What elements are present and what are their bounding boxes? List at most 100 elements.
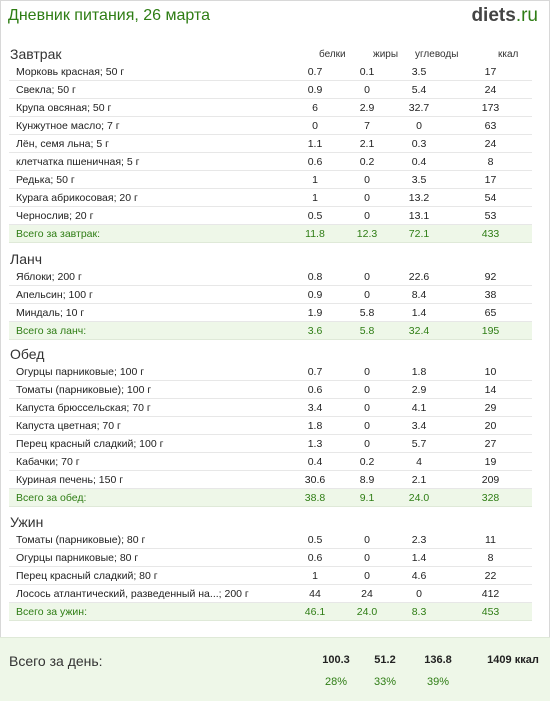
protein-value: 30.6 (285, 470, 345, 489)
kcal-value: 92 (449, 268, 532, 286)
kcal-value: 328 (449, 488, 532, 507)
food-row[interactable]: Апельсин; 100 г 0.9 0 8.4 38 (9, 285, 532, 304)
food-name: Редька; 50 г (9, 170, 285, 189)
protein-value: 1 (285, 566, 345, 585)
carbs-value: 13.2 (389, 188, 449, 207)
food-name: Чернослив; 20 г (9, 206, 285, 225)
kcal-value: 209 (449, 470, 532, 489)
food-row[interactable]: Свекла; 50 г 0.9 0 5.4 24 (9, 80, 532, 99)
food-row[interactable]: Огурцы парниковые; 80 г 0.6 0 1.4 8 (9, 548, 532, 567)
day-total-protein: 100.3 (322, 654, 350, 666)
carbs-value: 5.4 (389, 80, 449, 99)
food-row[interactable]: Кабачки; 70 г 0.4 0.2 4 19 (9, 452, 532, 471)
fat-value: 0.2 (345, 452, 389, 471)
food-name: Томаты (парниковые); 80 г (9, 531, 285, 549)
protein-value: 0.7 (285, 63, 345, 81)
kcal-value: 173 (449, 98, 532, 117)
food-name: Капуста брюссельская; 70 г (9, 398, 285, 417)
food-name: Капуста цветная; 70 г (9, 416, 285, 435)
food-row[interactable]: Огурцы парниковые; 100 г 0.7 0 1.8 10 (9, 363, 532, 381)
fat-value: 0 (345, 285, 389, 304)
logo-tld: .ru (515, 5, 538, 26)
food-row[interactable]: Редька; 50 г 1 0 3.5 17 (9, 170, 532, 189)
page-title: Дневник питания, 26 марта (8, 7, 210, 24)
meal-total-row: Всего за ужин: 46.1 24.0 8.3 453 (9, 602, 532, 621)
protein-value: 0.6 (285, 152, 345, 171)
site-logo[interactable]: diets.ru (471, 5, 538, 27)
food-row[interactable]: Лён, семя льна; 5 г 1.1 2.1 0.3 24 (9, 134, 532, 153)
column-header-fat: жиры (373, 49, 399, 60)
carbs-value: 1.4 (389, 548, 449, 567)
food-name: Лён, семя льна; 5 г (9, 134, 285, 153)
protein-value: 0 (285, 116, 345, 135)
food-name: Куриная печень; 150 г (9, 470, 285, 489)
food-row[interactable]: Куриная печень; 150 г 30.6 8.9 2.1 209 (9, 470, 532, 489)
meal-total-label: Всего за ланч: (9, 321, 285, 340)
protein-value: 38.8 (285, 488, 345, 507)
food-row[interactable]: Чернослив; 20 г 0.5 0 13.1 53 (9, 206, 532, 225)
column-header-kcal: ккал (498, 49, 519, 60)
food-row[interactable]: Лосось атлантический, разведенный на...;… (9, 584, 532, 603)
kcal-value: 19 (449, 452, 532, 471)
fat-value: 2.9 (345, 98, 389, 117)
meal-total-label: Всего за завтрак: (9, 224, 285, 243)
carbs-value: 3.5 (389, 63, 449, 81)
header: Дневник питания, 26 марта diets.ru (0, 0, 550, 34)
protein-value: 6 (285, 98, 345, 117)
food-name: Лосось атлантический, разведенный на...;… (9, 584, 285, 603)
fat-value: 8.9 (345, 470, 389, 489)
protein-value: 0.6 (285, 548, 345, 567)
fat-value: 0.2 (345, 152, 389, 171)
food-row[interactable]: Томаты (парниковые); 80 г 0.5 0 2.3 11 (9, 531, 532, 549)
carbs-value: 22.6 (389, 268, 449, 286)
food-row[interactable]: Морковь красная; 50 г 0.7 0.1 3.5 17 (9, 63, 532, 81)
kcal-value: 14 (449, 380, 532, 399)
food-row[interactable]: Перец красный сладкий; 100 г 1.3 0 5.7 27 (9, 434, 532, 453)
food-name: Миндаль; 10 г (9, 303, 285, 322)
food-row[interactable]: Крупа овсяная; 50 г 6 2.9 32.7 173 (9, 98, 532, 117)
food-row[interactable]: Миндаль; 10 г 1.9 5.8 1.4 65 (9, 303, 532, 322)
carbs-value: 0 (389, 116, 449, 135)
food-row[interactable]: Курага абрикосовая; 20 г 1 0 13.2 54 (9, 188, 532, 207)
kcal-value: 8 (449, 152, 532, 171)
meal-total-label: Всего за обед: (9, 488, 285, 507)
food-name: Морковь красная; 50 г (9, 63, 285, 81)
fat-value: 0 (345, 531, 389, 549)
kcal-value: 63 (449, 116, 532, 135)
fat-value: 2.1 (345, 134, 389, 153)
carbs-value: 24.0 (389, 488, 449, 507)
meal-title: Завтрак (10, 46, 62, 62)
meal-total-row: Всего за завтрак: 11.8 12.3 72.1 433 (9, 224, 532, 243)
food-row[interactable]: Кунжутное масло; 7 г 0 7 0 63 (9, 116, 532, 135)
protein-value: 1.3 (285, 434, 345, 453)
protein-value: 3.6 (285, 321, 345, 340)
carbs-value: 3.4 (389, 416, 449, 435)
protein-value: 1 (285, 170, 345, 189)
column-header-carbs: углеводы (415, 49, 459, 60)
protein-value: 0.9 (285, 285, 345, 304)
food-name: Перец красный сладкий; 80 г (9, 566, 285, 585)
food-row[interactable]: Яблоки; 200 г 0.8 0 22.6 92 (9, 268, 532, 286)
carbs-value: 3.5 (389, 170, 449, 189)
kcal-value: 20 (449, 416, 532, 435)
food-row[interactable]: Капуста цветная; 70 г 1.8 0 3.4 20 (9, 416, 532, 435)
fat-value: 0 (345, 188, 389, 207)
carbs-value: 0.3 (389, 134, 449, 153)
kcal-value: 195 (449, 321, 532, 340)
food-name: Яблоки; 200 г (9, 268, 285, 286)
food-name: Огурцы парниковые; 80 г (9, 548, 285, 567)
meal-title: Обед (10, 346, 45, 362)
kcal-value: 433 (449, 224, 532, 243)
kcal-value: 54 (449, 188, 532, 207)
food-name: Огурцы парниковые; 100 г (9, 363, 285, 381)
food-row[interactable]: Томаты (парниковые); 100 г 0.6 0 2.9 14 (9, 380, 532, 399)
food-row[interactable]: Перец красный сладкий; 80 г 1 0 4.6 22 (9, 566, 532, 585)
carbs-value: 13.1 (389, 206, 449, 225)
meal-table: Огурцы парниковые; 100 г 0.7 0 1.8 10 Томаты … (9, 363, 532, 507)
carbs-value: 72.1 (389, 224, 449, 243)
fat-value: 7 (345, 116, 389, 135)
food-name: Кабачки; 70 г (9, 452, 285, 471)
food-row[interactable]: клетчатка пшеничная; 5 г 0.6 0.2 0.4 8 (9, 152, 532, 171)
protein-value: 46.1 (285, 602, 345, 621)
food-row[interactable]: Капуста брюссельская; 70 г 3.4 0 4.1 29 (9, 398, 532, 417)
